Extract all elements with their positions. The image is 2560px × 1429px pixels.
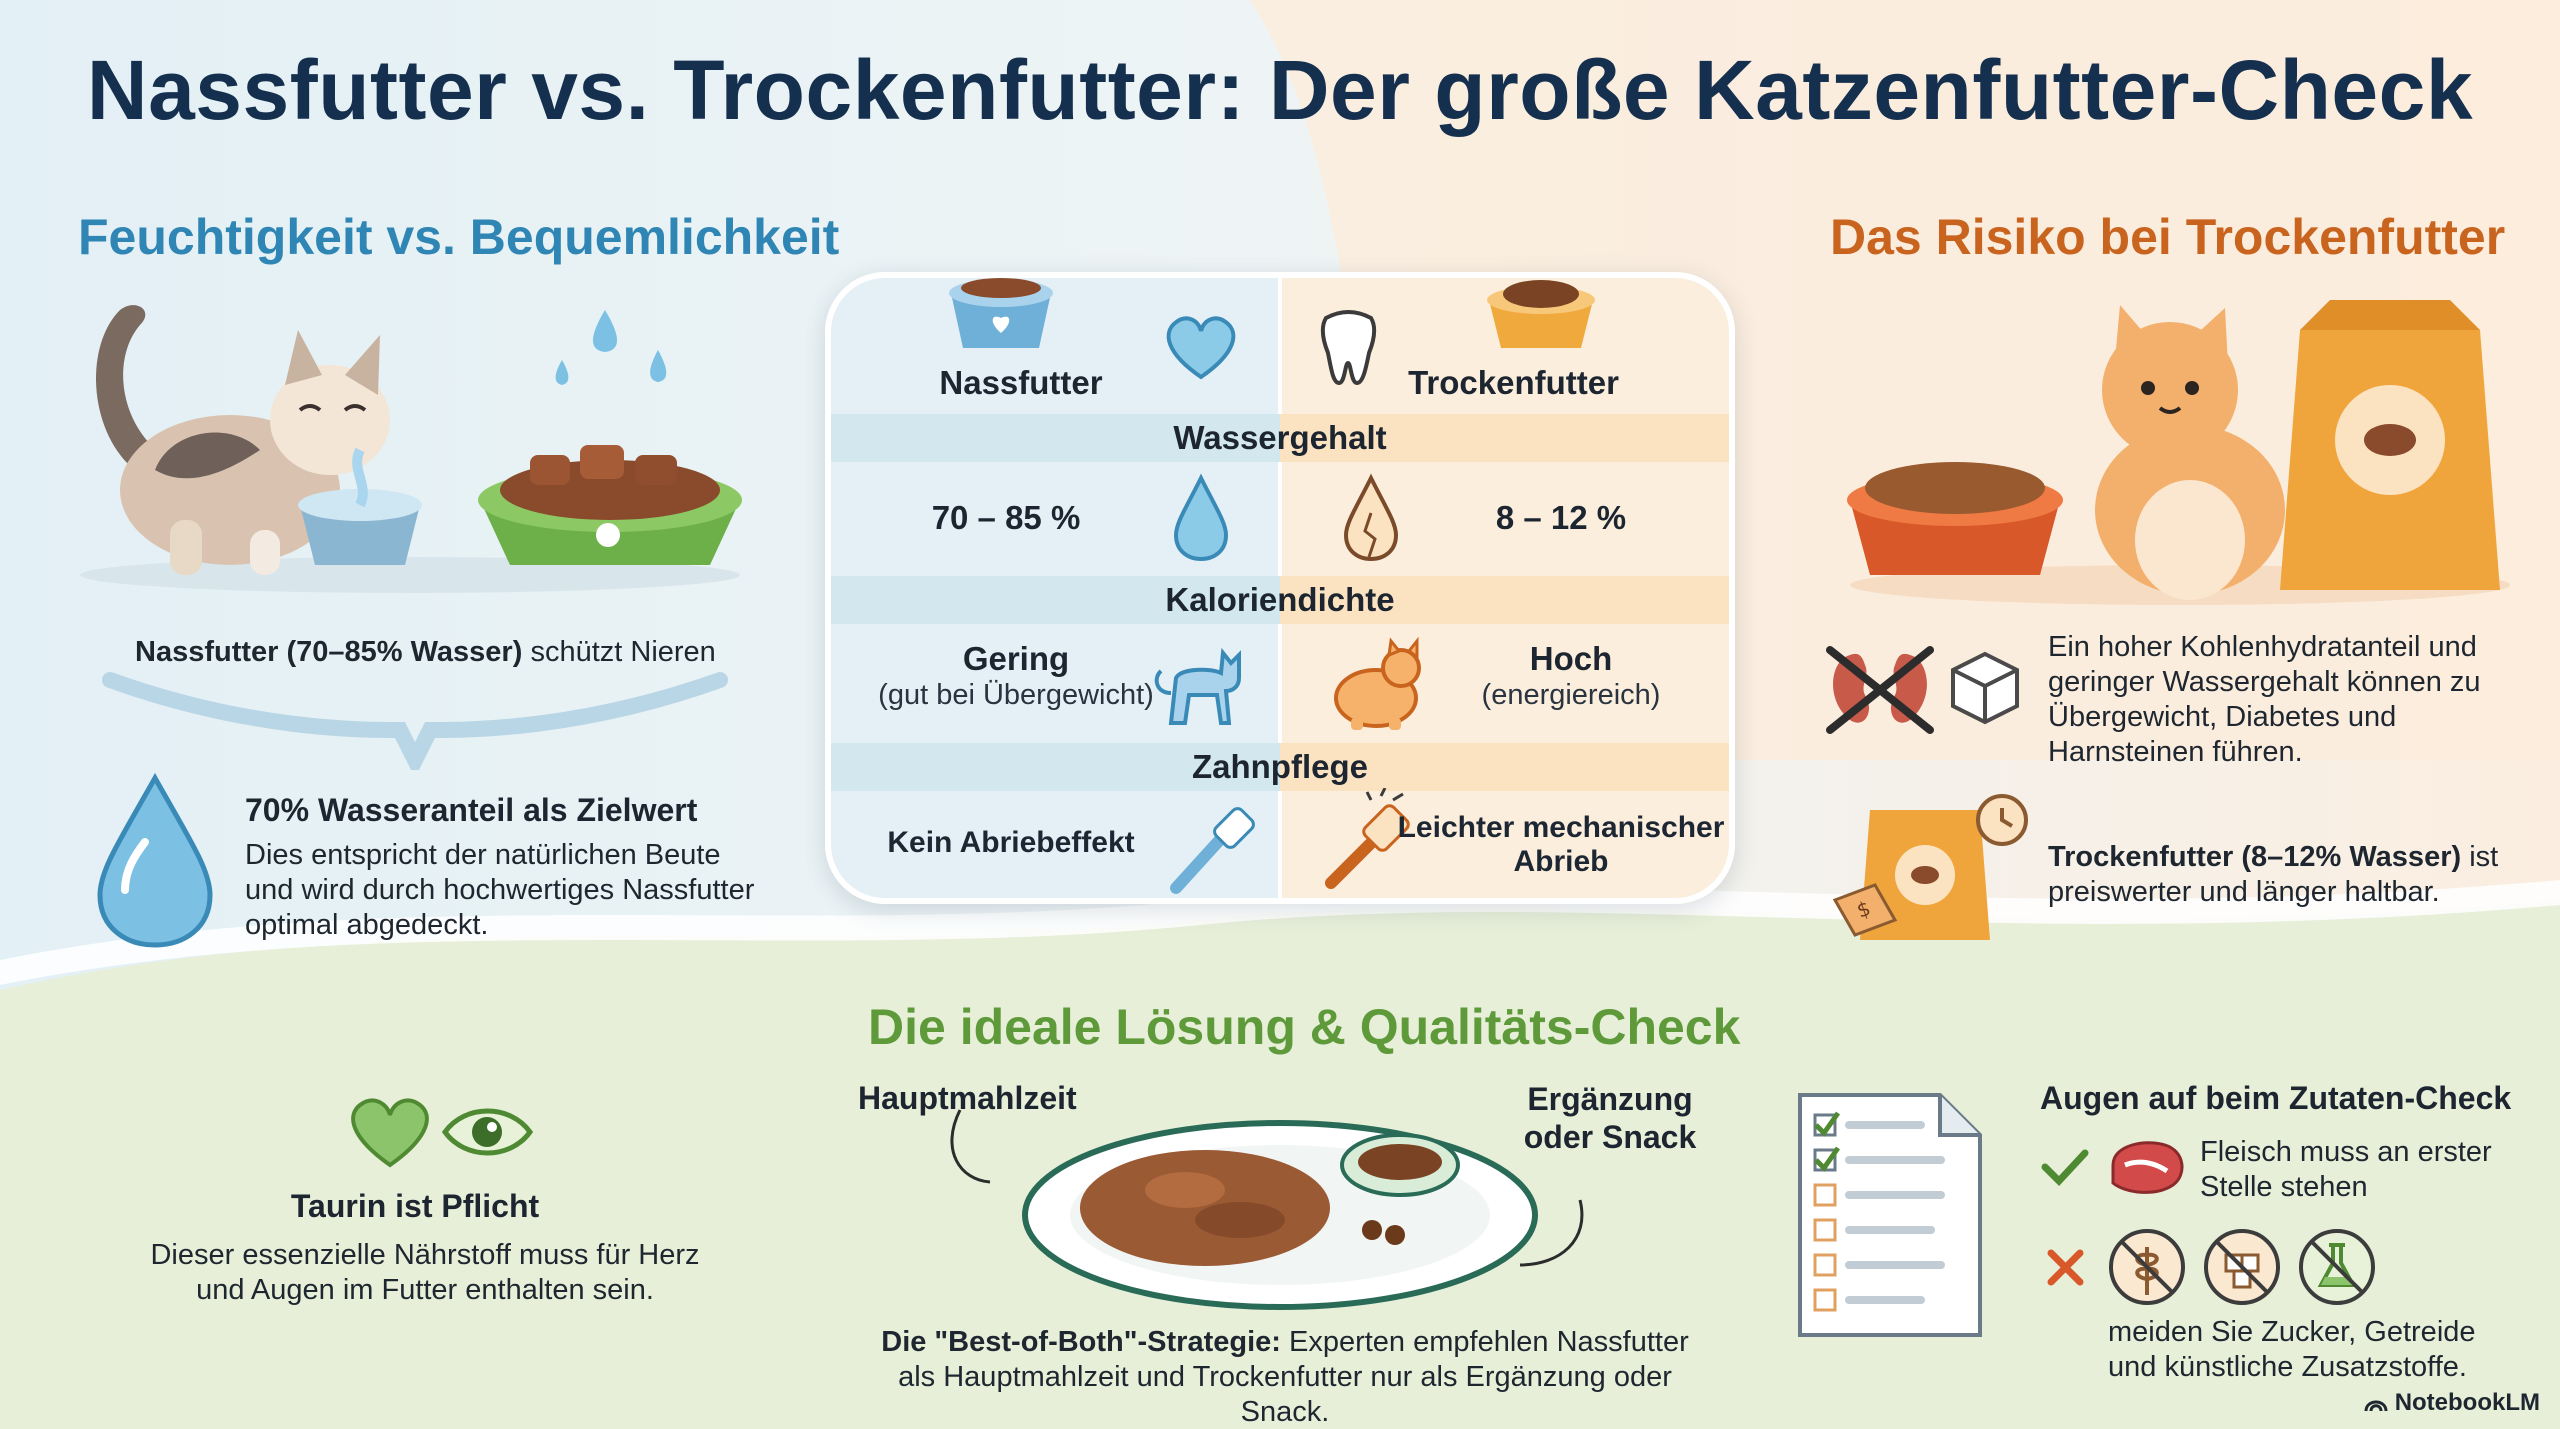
water-drop-icon: [97, 772, 213, 948]
risk-text: Ein hoher Kohlenhydratanteil und geringe…: [2048, 631, 2481, 768]
brand-footer: NotebookLM: [2363, 1389, 2540, 1417]
section-heading-moisture: Feuchtigkeit vs. Bequemlichkeit: [78, 209, 840, 265]
cat-drinking-illustration: [80, 305, 742, 593]
check-bad-text: meiden Sie Zucker, Getreide und künstlic…: [2108, 1316, 2476, 1383]
plate-illustration: [950, 1109, 1584, 1310]
heart-icon: [351, 1098, 429, 1168]
dental-dry: Leichter mechanischer Abrieb: [1397, 811, 1725, 878]
plate-label-snack: Ergänzung oder Snack: [1523, 1081, 1697, 1155]
brush-icon: [1325, 788, 1410, 889]
toothbrush-icon: [1170, 807, 1255, 894]
no-sugar-icon: [2204, 1229, 2280, 1305]
water-target-text: Dies entspricht der natürlichen Beute un…: [245, 839, 755, 941]
dry-food-bowl-icon: [1487, 280, 1595, 348]
dry-drop-icon: [1343, 473, 1399, 562]
check-icon: [2041, 1149, 2089, 1187]
calories-dry-value: Hoch: [1529, 640, 1613, 677]
calories-wet-note: (gut bei Übergewicht): [878, 679, 1154, 711]
slim-cat-icon: [1154, 647, 1241, 725]
notebooklm-logo-icon: [2364, 1400, 2388, 1412]
chevron-connector: [102, 672, 728, 770]
water-value-dry: 8 – 12 %: [1495, 499, 1627, 536]
row-band-dental: Zahnpflege: [831, 743, 1729, 791]
tooth-icon: [1320, 310, 1377, 386]
taurin-text: Dieser essenzielle Nährstoff muss für He…: [150, 1239, 700, 1306]
calories-wet: Gering (gut bei Übergewicht): [831, 640, 1201, 712]
column-header-dry: Trockenfutter: [1408, 364, 1619, 401]
price-tag-food-bag-icon: $: [1832, 794, 2028, 940]
row-band-calories: Kaloriendichte: [831, 576, 1729, 624]
eye-icon: [441, 1108, 534, 1156]
row-band-water: Wassergehalt: [831, 414, 1729, 462]
no-grain-icon: [2109, 1229, 2185, 1305]
check-good-text: Fleisch muss an erster Stelle stehen: [2200, 1136, 2492, 1203]
chubby-cat-icon: [1334, 636, 1421, 730]
no-additives-icon: [2299, 1229, 2375, 1305]
price-text: Trockenfutter (8–12% Wasser) ist preiswe…: [2048, 841, 2499, 908]
heart-icon: [1166, 316, 1236, 380]
wet-food-bowl-icon: [949, 278, 1053, 348]
comparison-table: Nassfutter Trockenfutter Wassergehalt 70…: [825, 272, 1735, 904]
calories-wet-value: Gering: [962, 640, 1070, 677]
section-heading-risk: Das Risiko bei Trockenfutter: [1830, 209, 2506, 265]
moisture-caption: Nassfutter (70–85% Wasser) schützt Niere…: [135, 636, 716, 668]
cat-with-dry-food-illustration: [1847, 300, 2510, 605]
ingredient-check-title: Augen auf beim Zutaten-Check: [2040, 1080, 2512, 1116]
section-heading-solution: Die ideale Lösung & Qualitäts-Check: [868, 999, 1741, 1055]
kidney-crossed-icon: [1826, 646, 1934, 734]
water-drop-icon: [1173, 473, 1229, 562]
water-value-wet: 70 – 85 %: [931, 499, 1081, 536]
strategy-text: Die "Best-of-Both"-Strategie: Experten e…: [881, 1326, 1689, 1428]
sugar-cube-icon: [1951, 651, 2019, 725]
taurin-title: Taurin ist Pflicht: [290, 1188, 540, 1224]
cross-icon: [2047, 1249, 2084, 1286]
meat-icon: [2111, 1141, 2184, 1194]
water-target-title: 70% Wasseranteil als Zielwert: [245, 792, 698, 828]
checklist-icon: [1798, 1093, 1982, 1337]
column-header-wet: Nassfutter: [939, 364, 1103, 401]
page-title: Nassfutter vs. Trockenfutter: Der große …: [86, 43, 2474, 137]
dental-wet: Kein Abriebeffekt: [887, 826, 1135, 859]
calories-dry-note: (energiereich): [1481, 679, 1661, 711]
calories-dry: Hoch (energiereich): [1411, 640, 1729, 712]
brand-label: NotebookLM: [2394, 1389, 2540, 1416]
plate-label-main: Hauptmahlzeit: [858, 1080, 1077, 1116]
